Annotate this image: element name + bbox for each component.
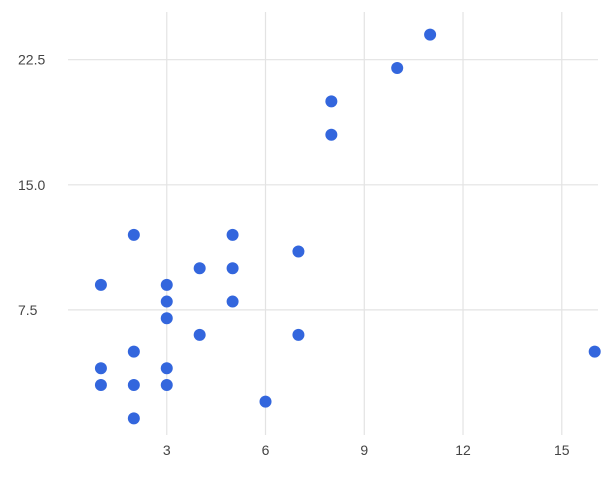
data-point: [193, 262, 206, 275]
data-point: [226, 262, 239, 275]
data-point: [94, 278, 107, 291]
y-tick-label: 15.0: [18, 177, 45, 193]
data-point: [160, 378, 173, 391]
x-tick-label: 6: [262, 442, 270, 458]
data-point: [588, 345, 601, 358]
data-point: [325, 95, 338, 108]
data-point: [94, 362, 107, 375]
x-tick-label: 3: [163, 442, 171, 458]
data-point: [325, 128, 338, 141]
data-points: [94, 28, 601, 425]
x-tick-label: 9: [360, 442, 368, 458]
data-point: [226, 228, 239, 241]
data-point: [127, 412, 140, 425]
data-point: [127, 378, 140, 391]
data-point: [226, 295, 239, 308]
y-tick-label: 7.5: [18, 302, 38, 318]
data-point: [193, 328, 206, 341]
data-point: [127, 228, 140, 241]
x-axis-ticks: 3 6 9 12 15: [163, 442, 570, 458]
y-axis-ticks: 7.5 15.0 22.5: [18, 52, 45, 318]
grid-lines: [68, 12, 598, 435]
data-point: [94, 378, 107, 391]
data-point: [259, 395, 272, 408]
x-tick-label: 12: [455, 442, 471, 458]
y-tick-label: 22.5: [18, 52, 45, 68]
data-point: [160, 278, 173, 291]
data-point: [127, 345, 140, 358]
data-point: [391, 62, 404, 75]
data-point: [160, 362, 173, 375]
data-point: [292, 245, 305, 258]
data-point: [160, 295, 173, 308]
data-point: [424, 28, 437, 41]
x-tick-label: 15: [554, 442, 570, 458]
data-point: [160, 312, 173, 325]
data-point: [292, 328, 305, 341]
